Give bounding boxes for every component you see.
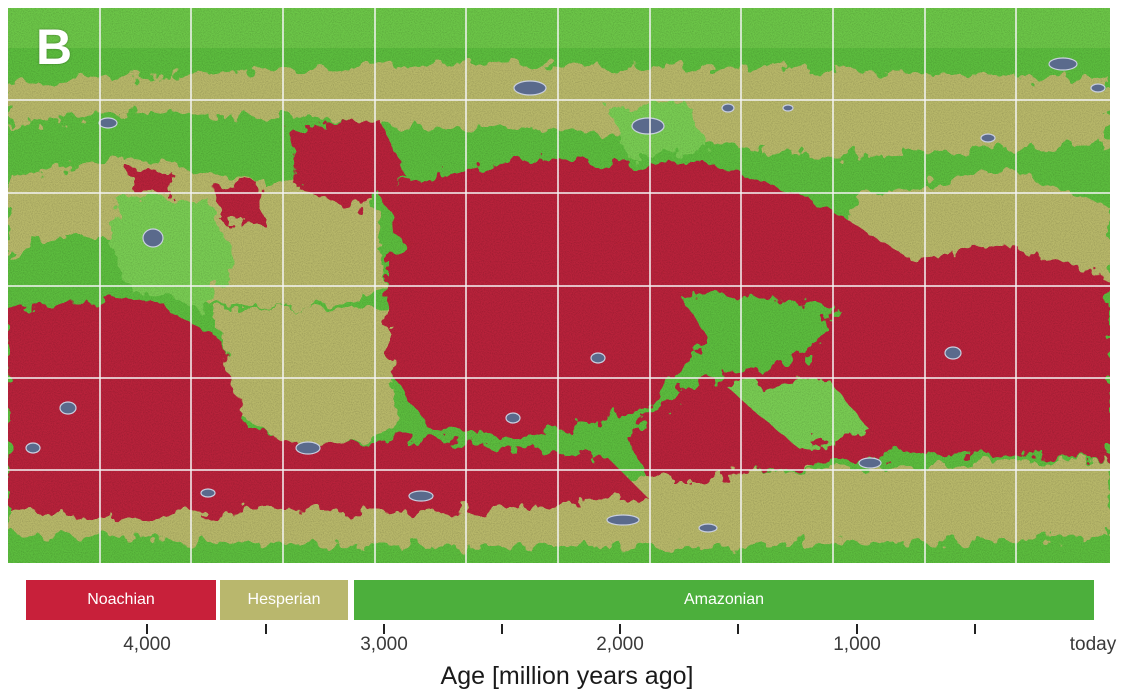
age-tick-label: 4,000 [123,634,171,655]
age-tick-major [146,624,148,634]
age-tick-major [383,624,385,634]
period-bar-noachian: Noachian [26,580,216,620]
age-tick-label: 2,000 [596,634,644,655]
age-axis-title: Age [million years ago] [440,662,694,690]
period-label-noachian: Noachian [87,591,155,608]
period-bar-hesperian: Hesperian [220,580,348,620]
period-label-amazonian: Amazonian [683,591,765,608]
age-tick-minor [265,624,267,634]
graticule [8,8,1110,563]
age-tick-label: 3,000 [360,634,408,655]
period-bar-amazonian: Amazonian [354,580,1094,620]
age-tick-major [619,624,621,634]
age-tick-minor [974,624,976,634]
geologic-age-map: B [8,8,1110,563]
craters [25,57,1106,533]
mars-map-image [8,8,1110,563]
period-label-hesperian: Hesperian [247,591,321,608]
age-tick-major [856,624,858,634]
panel-label: B [36,19,73,75]
age-tick-minor [501,624,503,634]
age-tick-minor [737,624,739,634]
age-tick-label: 1,000 [833,634,881,655]
age-tick-label: today [1069,634,1117,655]
